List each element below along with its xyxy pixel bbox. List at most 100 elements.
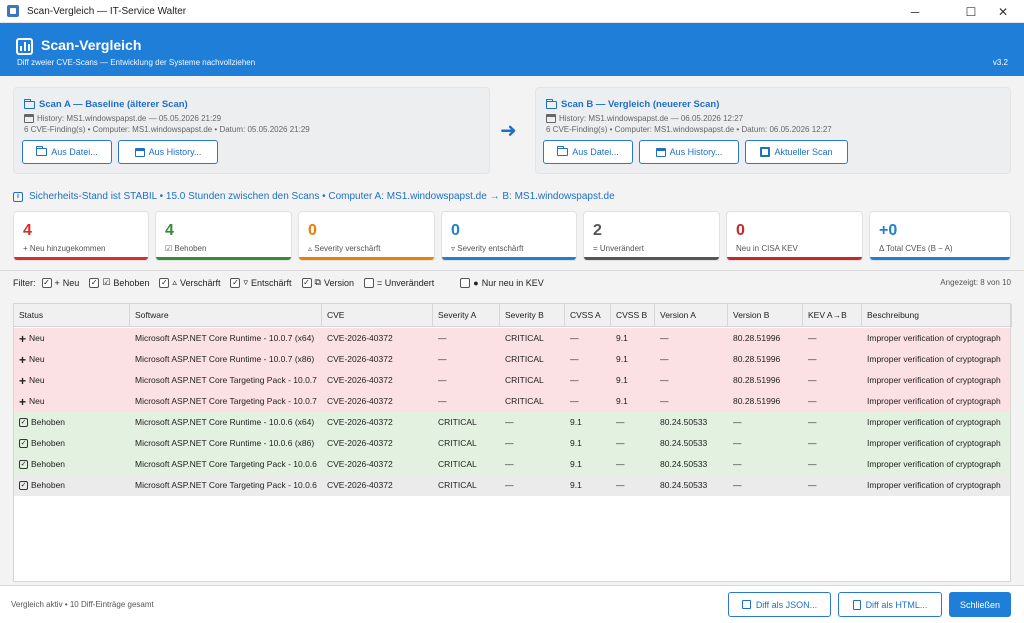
cell-text: —: [438, 375, 447, 385]
table-cell: CVE-2026-40372: [322, 454, 433, 475]
table-cell: CRITICAL: [500, 370, 565, 391]
column-header[interactable]: Software: [130, 304, 322, 327]
cell-text: Improper verification of cryptograph: [867, 438, 1001, 448]
table-cell: Improper verification of cryptograph: [862, 391, 1012, 412]
cell-text: CRITICAL: [438, 459, 477, 469]
table-cell: —: [728, 412, 803, 433]
card-accent-bar: [156, 257, 291, 260]
diff-table: Status Software CVE Severity A Severity B CVS…: [13, 303, 1012, 582]
cell-text: CVE-2026-40372: [327, 354, 393, 364]
column-header[interactable]: Version A: [655, 304, 728, 327]
cell-text: —: [505, 480, 514, 490]
scan-a-from-history-button[interactable]: Aus History...: [118, 140, 218, 164]
table-cell: —: [655, 328, 728, 349]
card-label: Neu in CISA KEV: [736, 244, 798, 253]
scan-b-details: 6 CVE-Finding(s) • Computer: MS1.windows…: [546, 125, 832, 134]
scan-a-from-file-button[interactable]: Aus Datei...: [22, 140, 112, 164]
cell-text: 9.1: [616, 396, 628, 406]
table-cell: 80.28.51996: [728, 328, 803, 349]
current-scan-button[interactable]: Aktueller Scan: [745, 140, 848, 164]
filter-checkbox[interactable]: ✓ ▿ Entschärft: [230, 277, 292, 288]
table-cell: CRITICAL: [433, 412, 500, 433]
cell-text: —: [808, 396, 817, 406]
column-header[interactable]: CVSS A: [565, 304, 611, 327]
table-cell: Microsoft ASP.NET Core Runtime - 10.0.6 …: [130, 433, 322, 454]
cell-text: CVE-2026-40372: [327, 459, 393, 469]
cell-text: —: [616, 459, 625, 469]
cell-text: Neu: [29, 375, 45, 385]
table-row[interactable]: ✓ Behoben Microsoft ASP.NET Core Targeting…: [14, 475, 1010, 496]
filter-checkbox[interactable]: = Unverändert: [364, 277, 434, 288]
cell-text: —: [808, 459, 817, 469]
cell-text: CRITICAL: [505, 375, 544, 385]
footer-status: Vergleich aktiv • 10 Diff-Einträge gesam…: [11, 600, 154, 609]
filter-checkbox[interactable]: ✓ ⧉ Version: [301, 277, 354, 288]
table-row[interactable]: + Neu Microsoft ASP.NET Core Runtime - 10.…: [14, 349, 1010, 370]
column-header[interactable]: Severity B: [500, 304, 565, 327]
export-json-button[interactable]: Diff als JSON...: [728, 592, 831, 617]
filter-checkbox[interactable]: ✓ ☑ Behoben: [89, 277, 149, 288]
table-cell: 9.1: [565, 433, 611, 454]
column-header[interactable]: CVE: [322, 304, 433, 327]
card-accent-bar: [14, 257, 148, 260]
minimize-button[interactable]: ─: [910, 4, 920, 19]
table-cell: —: [433, 391, 500, 412]
table-cell: CVE-2026-40372: [322, 412, 433, 433]
table-cell: ✓ Behoben: [14, 433, 130, 454]
close-button[interactable]: Schließen: [949, 592, 1011, 617]
table-row[interactable]: ✓ Behoben Microsoft ASP.NET Core Runtime -…: [14, 433, 1010, 454]
table-row[interactable]: + Neu Microsoft ASP.NET Core Targeting Pac…: [14, 370, 1010, 391]
table-row[interactable]: + Neu Microsoft ASP.NET Core Runtime - 10.…: [14, 328, 1010, 349]
version-label: v3.2: [992, 58, 1008, 67]
filter-type-icon: +: [54, 277, 60, 288]
filter-checkbox[interactable]: ● Nur neu in KEV: [460, 277, 544, 288]
table-cell: Microsoft ASP.NET Core Targeting Pack - …: [130, 454, 322, 475]
table-cell: —: [565, 370, 611, 391]
table-cell: —: [611, 454, 655, 475]
column-header[interactable]: Severity A: [433, 304, 500, 327]
cell-text: —: [616, 480, 625, 490]
column-header[interactable]: KEV A→B: [803, 304, 862, 327]
table-row[interactable]: + Neu Microsoft ASP.NET Core Targeting Pac…: [14, 391, 1010, 412]
column-header[interactable]: Version B: [728, 304, 803, 327]
cell-text: —: [660, 396, 669, 406]
filter-type-icon: ⧉: [314, 277, 321, 287]
cell-text: —: [570, 396, 579, 406]
column-header[interactable]: Status: [14, 304, 130, 327]
table-cell: Improper verification of cryptograph: [862, 349, 1012, 370]
card-value: 4: [165, 222, 174, 239]
window-title: Scan-Vergleich — IT-Service Walter: [27, 5, 187, 17]
cell-text: CVE-2026-40372: [327, 333, 393, 343]
table-cell: —: [565, 391, 611, 412]
export-html-button[interactable]: Diff als HTML...: [838, 592, 942, 617]
filter-checkbox[interactable]: ✓ ▵ Verschärft: [159, 277, 220, 288]
maximize-button[interactable]: ☐: [965, 4, 977, 19]
table-cell: 80.24.50533: [655, 475, 728, 496]
scan-b-from-history-button[interactable]: Aus History...: [639, 140, 739, 164]
column-header[interactable]: Beschreibung: [862, 304, 1012, 327]
cell-text: Behoben: [31, 480, 66, 490]
filter-label: Nur neu in KEV: [481, 277, 544, 288]
summary-card: 0 Neu in CISA KEV: [726, 211, 863, 261]
cell-text: —: [808, 375, 817, 385]
cell-text: Improper verification of cryptograph: [867, 417, 1001, 427]
cell-text: Neu: [29, 354, 45, 364]
column-header[interactable]: CVSS B: [611, 304, 655, 327]
filter-label: Filter:: [13, 277, 36, 288]
filter-checkbox[interactable]: ✓ + Neu: [41, 277, 79, 288]
close-window-button[interactable]: ✕: [997, 4, 1009, 19]
filter-label: Entschärft: [251, 277, 292, 288]
cell-text: —: [808, 354, 817, 364]
cell-text: —: [438, 396, 447, 406]
app-icon: [7, 5, 19, 17]
table-cell: —: [728, 454, 803, 475]
table-row[interactable]: ✓ Behoben Microsoft ASP.NET Core Targeting…: [14, 454, 1010, 475]
table-row[interactable]: ✓ Behoben Microsoft ASP.NET Core Runtime -…: [14, 412, 1010, 433]
cell-text: —: [733, 438, 742, 448]
table-cell: —: [655, 349, 728, 370]
table-cell: —: [611, 412, 655, 433]
summary-card: 0 ▵ Severity verschärft: [298, 211, 435, 261]
check-icon: ✓: [19, 439, 28, 448]
table-cell: ✓ Behoben: [14, 454, 130, 475]
scan-b-from-file-button[interactable]: Aus Datei...: [543, 140, 633, 164]
